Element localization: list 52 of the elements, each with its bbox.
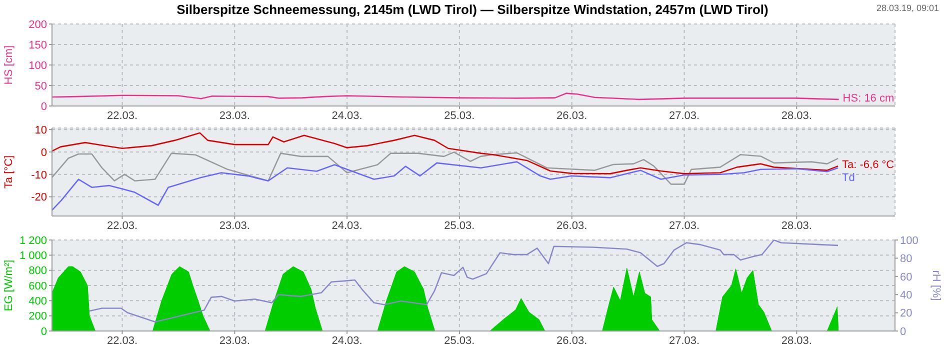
y-tick-label: 0 <box>40 326 47 338</box>
y-tick-label: 10 <box>34 124 47 136</box>
x-tick-label: 24.03. <box>332 334 362 345</box>
y-tick-label: 800 <box>28 265 47 278</box>
y2-tick-label: 100 <box>900 234 918 247</box>
y-tick-label: 1 200 <box>19 234 47 247</box>
x-tick-label: 28.03. <box>781 220 812 232</box>
y-tick-label: 100 <box>28 60 47 72</box>
x-tick-label: 27.03. <box>668 220 700 232</box>
x-tick-label: 25.03. <box>444 334 475 345</box>
x-tick-label: 24.03. <box>332 110 362 122</box>
x-tick-label: 28.03. <box>781 110 812 122</box>
y2-tick-label: 0 <box>900 326 906 338</box>
series-label: Td <box>842 172 855 184</box>
x-tick-label: 22.03. <box>106 334 138 345</box>
x-tick-label: 27.03. <box>668 334 700 345</box>
y-tick-label: 200 <box>28 18 47 31</box>
y-tick-label: 150 <box>28 39 47 52</box>
y2-tick-label: 60 <box>900 271 912 284</box>
y2-axis-title: rH [%] <box>930 270 942 301</box>
series-label: Ta: -6,6 °C <box>842 159 894 172</box>
x-tick-label: 22.03. <box>106 110 138 122</box>
text: 28.03.19, 09:01 <box>876 3 939 13</box>
y-tick-label: -20 <box>31 192 47 204</box>
y-tick-label: 600 <box>28 280 47 292</box>
x-tick-label: 26.03. <box>556 110 588 122</box>
y-axis-title: HS [cm] <box>2 45 15 85</box>
x-tick-label: 23.03. <box>219 220 250 232</box>
series-label: HS: 16 cm <box>842 92 894 104</box>
x-tick-label: 26.03. <box>556 220 588 232</box>
y2-tick-label: 20 <box>900 308 912 320</box>
x-tick-label: 24.03. <box>332 220 362 232</box>
x-tick-label: 28.03. <box>781 334 812 345</box>
y-tick-label: 0 <box>40 100 47 113</box>
y-tick-label: 400 <box>28 296 47 308</box>
y-tick-label: 200 <box>28 310 47 323</box>
y-tick-label: 1 000 <box>19 250 47 262</box>
x-tick-label: 25.03. <box>444 110 475 122</box>
x-tick-label: 25.03. <box>444 220 475 232</box>
y-tick-label: -10 <box>31 169 47 182</box>
x-tick-label: 23.03. <box>219 110 250 122</box>
chart-title: Silberspitze Schneemessung, 2145m (LWD Tirol) — Silberspitze Windstation, 2457m (LWD Tirol) <box>176 2 768 17</box>
y-axis-title: Ta [°C] <box>2 155 15 189</box>
x-tick-label: 27.03. <box>668 110 700 122</box>
y2-tick-label: 40 <box>900 290 912 302</box>
x-tick-label: 26.03. <box>556 334 588 345</box>
y2-tick-label: 80 <box>900 253 912 266</box>
x-tick-label: 22.03. <box>106 220 138 232</box>
x-tick-label: 23.03. <box>219 334 250 345</box>
y-tick-label: 0 <box>40 146 47 159</box>
y-tick-label: 50 <box>34 80 47 92</box>
y-axis-title: EG [W/m²] <box>2 260 15 312</box>
